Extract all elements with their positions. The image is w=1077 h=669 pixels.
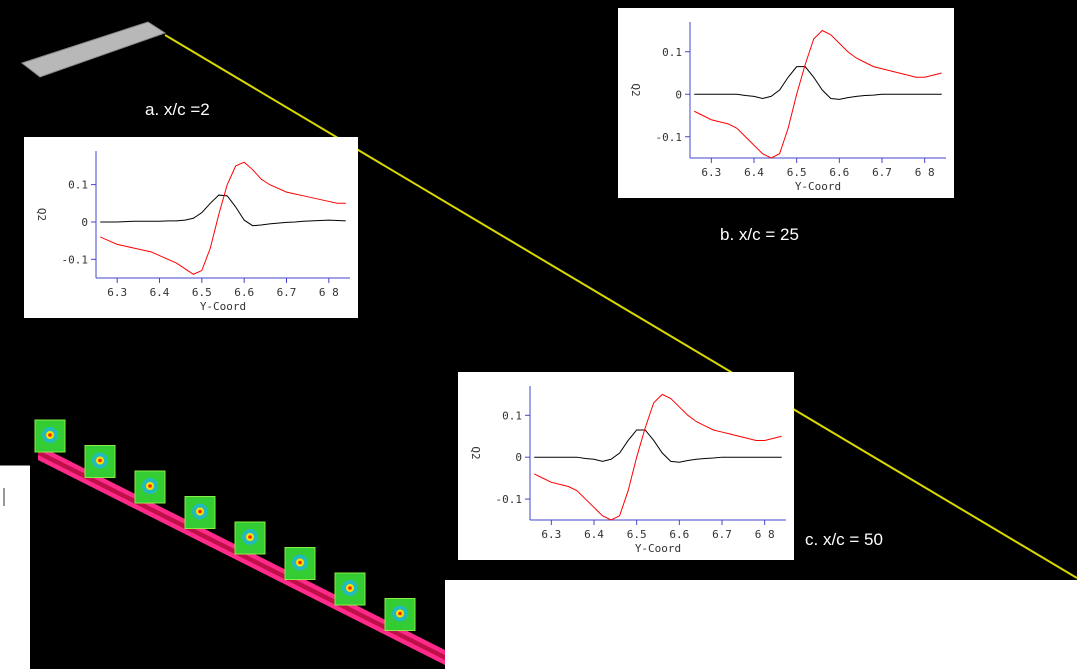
wing [20,21,167,78]
data-line [100,194,346,227]
x-tick-label: 6.4 [150,286,170,299]
x-tick-label: 6.3 [701,166,721,179]
x-axis-label: Y-Coord [200,300,246,313]
x-tick-label: 6.4 [744,166,764,179]
vortex-core [48,433,52,437]
x-tick-label: 6.3 [541,528,561,541]
x-tick-label: 6.5 [627,528,647,541]
background [0,465,30,669]
chart-panel [618,8,954,198]
data-line [694,66,942,100]
y-tick-label: 0.1 [502,409,522,422]
vortex-core [198,509,202,514]
y-tick-label: -0.1 [496,493,523,506]
vortex-core [348,586,352,590]
x-tick-label: 6.6 [829,166,849,179]
y-tick-label: -0.1 [656,131,683,144]
vortex-core [148,484,152,488]
data-line [534,429,782,463]
y-tick-label: 0 [675,88,682,101]
vortex-core [398,611,402,616]
chart: 0.1 0 -0.1 6.3 6.4 6.5 6.6 6.7 6 8 Y-Coord Q2 [618,8,954,198]
data-line [534,393,782,521]
y-tick-label: 0.1 [68,179,88,192]
chart: 0.1 0 -0.1 6.3 6.4 6.5 6.6 6.7 6 8 Y-Coord Q2 [458,372,794,560]
x-tick-label: 6 8 [755,528,775,541]
y-tick-label: -0.1 [62,253,89,266]
caption: c. x/c = 50 [805,530,883,549]
chart-panel [24,137,358,318]
y-axis-label: Q2 [629,83,642,96]
y-tick-label: 0.1 [662,46,682,59]
caption: a. x/c =2 [145,100,210,119]
x-tick-label: 6 8 [915,166,935,179]
x-tick-label: 6.7 [277,286,297,299]
x-tick-label: 6.5 [192,286,212,299]
x-tick-label: 6.3 [107,286,127,299]
data-line [100,161,346,275]
x-tick-label: 6 8 [319,286,339,299]
x-axis-label: Y-Coord [795,180,841,193]
caption: b. x/c = 25 [720,225,799,244]
chart-panel [458,372,794,560]
y-tick-label: 0 [81,216,88,229]
x-tick-label: 6.7 [712,528,732,541]
y-axis-label: Q2 [35,208,48,221]
x-tick-label: 6.4 [584,528,604,541]
y-axis-label: Q2 [469,446,482,459]
x-tick-label: 6.7 [872,166,892,179]
x-tick-label: 6.5 [787,166,807,179]
wake-visualization [34,419,445,665]
vortex-core [248,535,252,539]
x-tick-label: 6.6 [234,286,254,299]
x-axis-label: Y-Coord [635,542,681,555]
vortex-core [98,458,102,463]
y-tick-label: 0 [515,451,522,464]
trajectory-line [164,34,1077,579]
chart: 0.1 0 -0.1 6.3 6.4 6.5 6.6 6.7 6 8 Y-Coord Q2 [24,137,358,318]
vortex-core [298,560,302,565]
x-tick-label: 6.6 [669,528,689,541]
data-line [694,29,942,159]
